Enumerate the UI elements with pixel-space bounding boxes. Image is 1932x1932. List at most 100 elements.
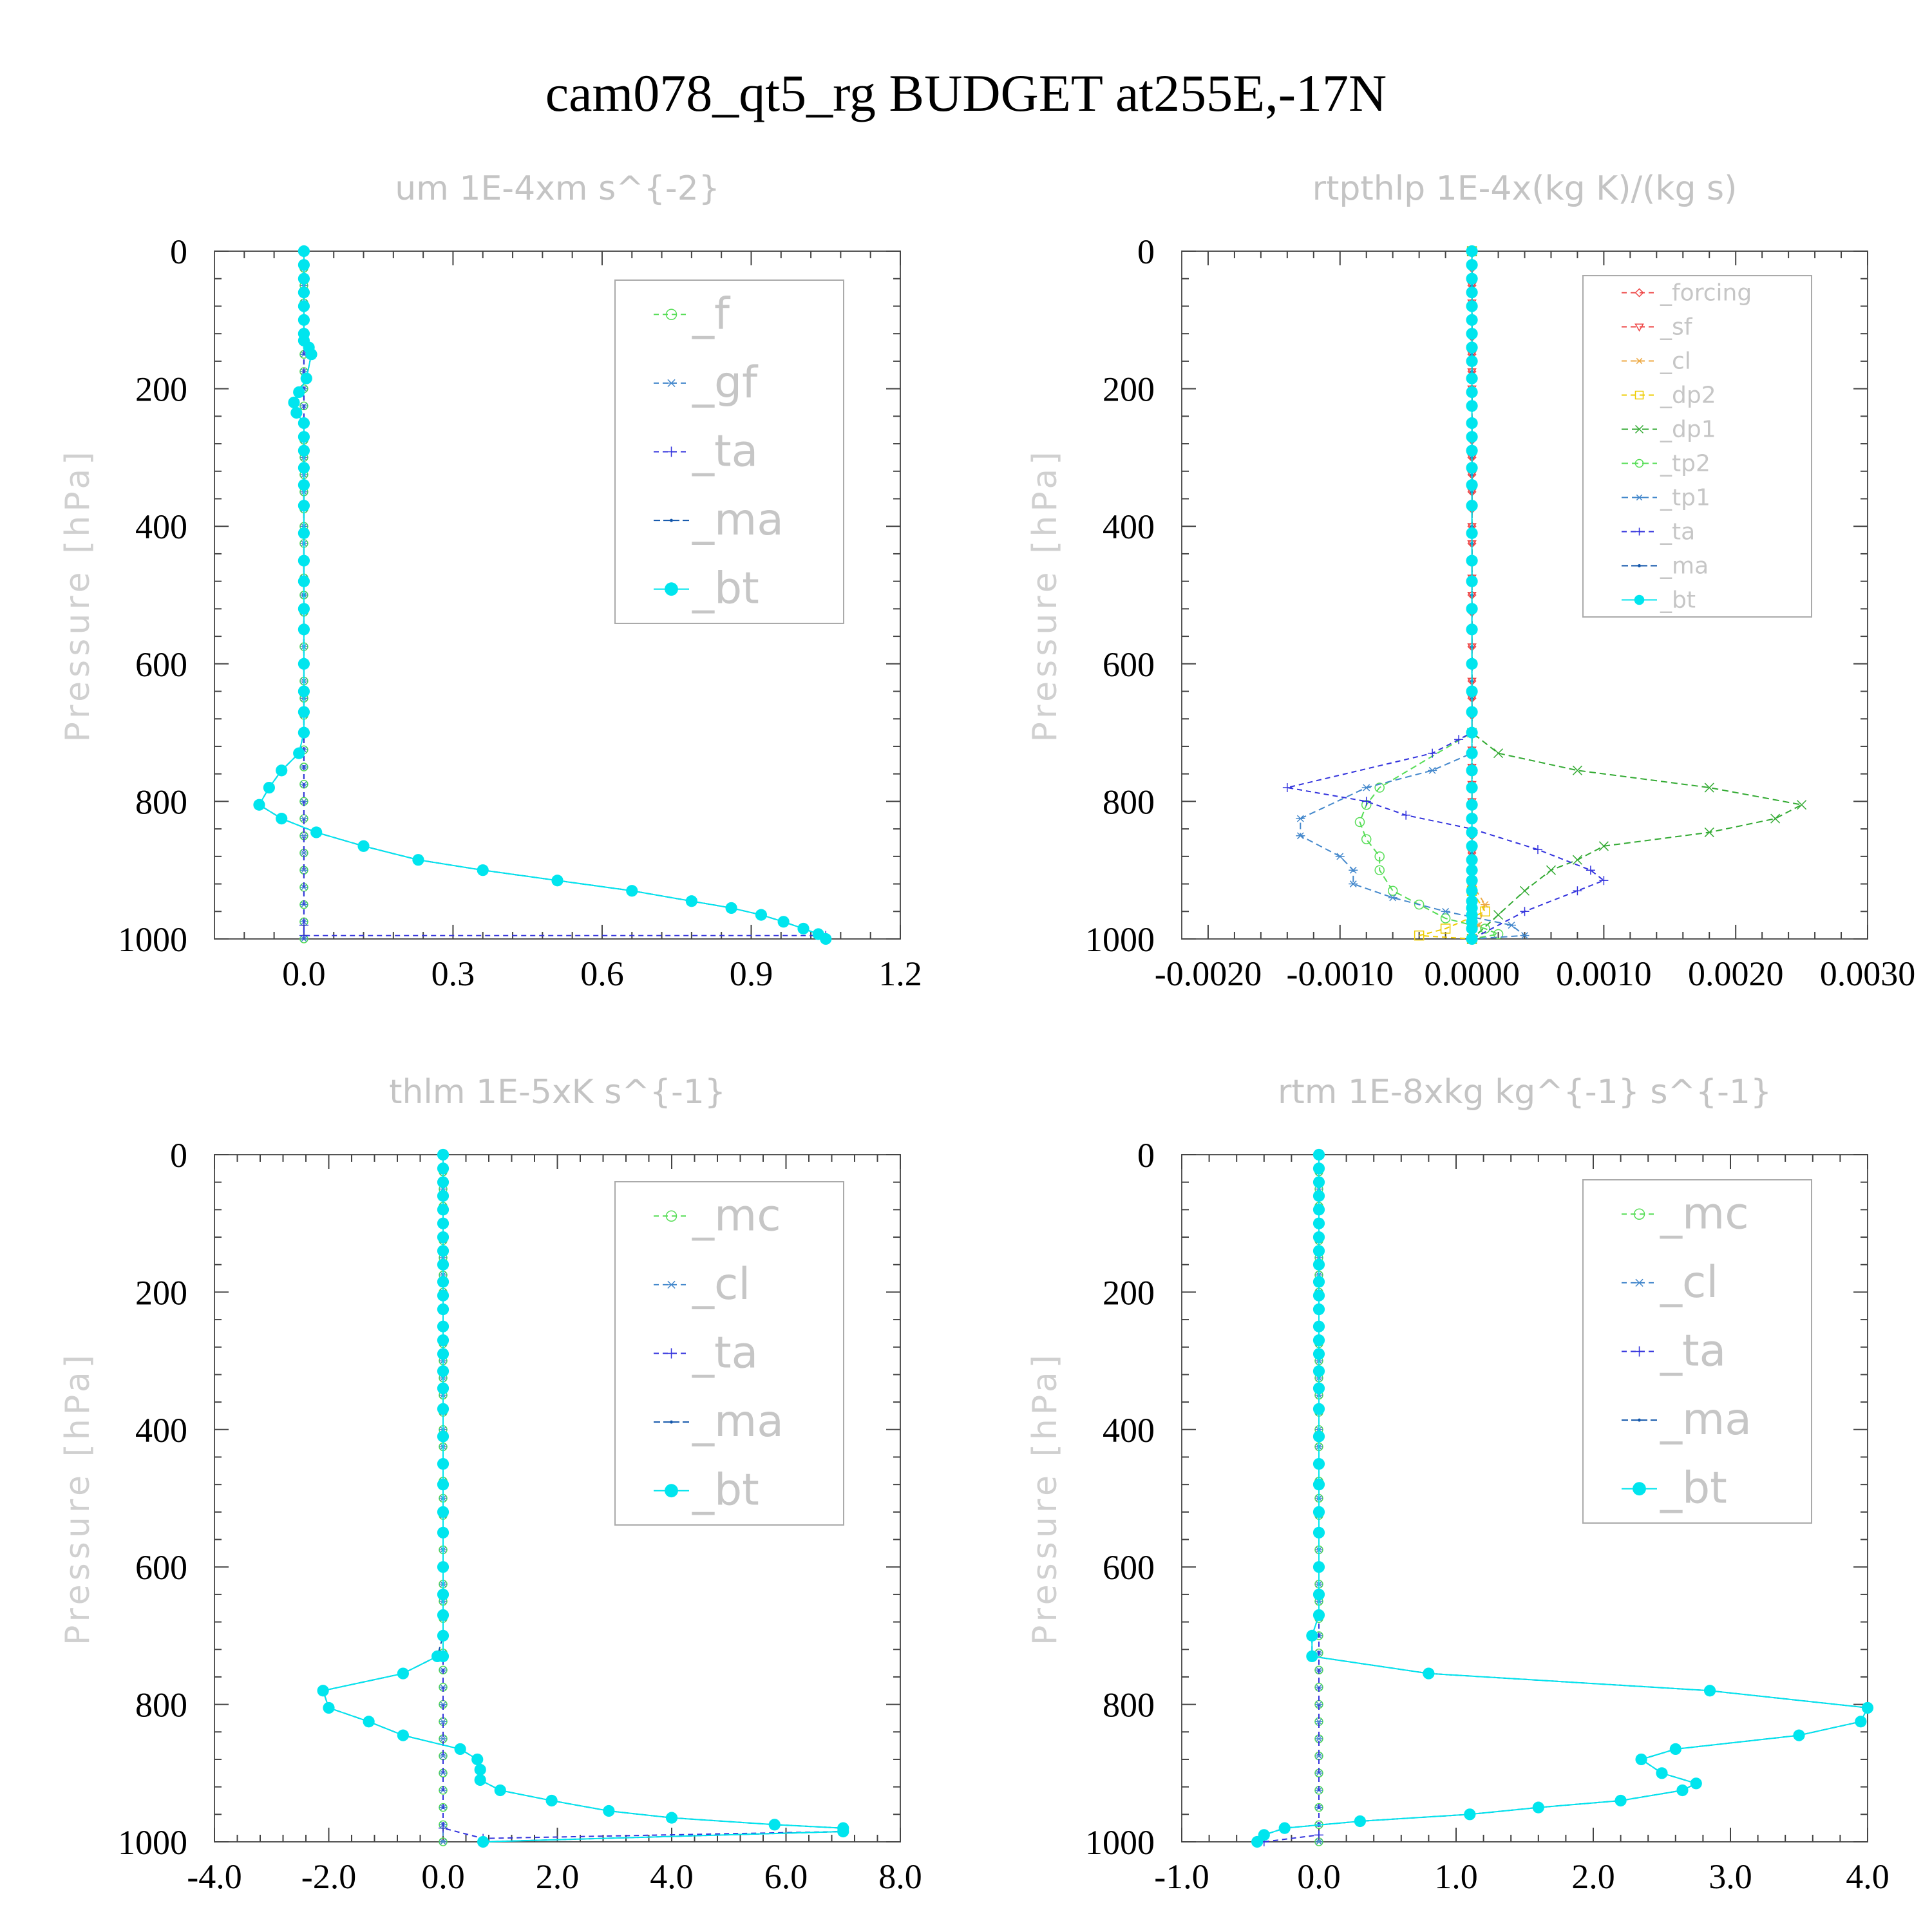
series-bt-marker: [1466, 272, 1478, 285]
legend-ma-marker: [670, 518, 673, 522]
series-gf-marker: [299, 815, 308, 822]
series-dp1-marker: [1572, 765, 1582, 775]
series-bt-marker: [253, 799, 265, 811]
series-bt-marker: [1793, 1729, 1805, 1741]
series-bt-marker: [755, 909, 768, 921]
series-bt-marker: [1466, 726, 1478, 739]
series-ta-marker: [299, 920, 308, 930]
series-bt-marker: [1312, 1609, 1325, 1621]
series-bt-marker: [437, 1526, 450, 1539]
series-bt-marker: [1676, 1784, 1689, 1797]
legend-gf-marker: [666, 379, 677, 388]
series-bt-marker: [1312, 1458, 1325, 1470]
legend-f-marker: [665, 308, 677, 321]
y-tick-label: 800: [1103, 1686, 1155, 1725]
series-bt-marker: [437, 1479, 450, 1491]
legend-label: _ta: [692, 1328, 758, 1379]
series-bt-marker: [1466, 386, 1478, 399]
series-cl-marker: [1315, 1736, 1323, 1742]
series-bt-marker: [1466, 658, 1478, 670]
legend-ta-marker: [666, 1348, 677, 1359]
series-bt-marker: [1703, 1685, 1716, 1697]
series-bt-marker: [1466, 575, 1478, 587]
series-bt-marker: [298, 603, 310, 615]
legend-ma-marker: [670, 1420, 673, 1424]
series-bt-marker: [1466, 840, 1478, 852]
series-bt-marker: [276, 764, 288, 777]
series-bt-marker: [1312, 1245, 1325, 1257]
series-bt-marker: [603, 1804, 615, 1817]
series-bt-marker: [298, 479, 310, 491]
series-bt-marker: [1466, 933, 1478, 945]
series-bt-marker: [1466, 328, 1478, 340]
legend-bt-marker: [1634, 594, 1645, 605]
series-bt-marker: [437, 1162, 450, 1175]
series-bt-marker: [298, 259, 310, 271]
series-bt-marker: [768, 1819, 781, 1831]
series-bt-marker: [293, 747, 305, 759]
series-dp1-marker: [1519, 886, 1530, 896]
series-cl-marker: [439, 1839, 447, 1845]
series-ta-marker: [1599, 876, 1609, 886]
series-cl-marker: [439, 1701, 447, 1708]
series-bt-marker: [1278, 1822, 1291, 1834]
series-cl-marker: [439, 1752, 447, 1759]
y-tick-label: 200: [135, 1273, 187, 1312]
series-bt-marker: [1312, 1382, 1325, 1394]
series-bt-marker: [437, 1217, 450, 1229]
legend-label: _f: [692, 289, 731, 339]
series-bt-marker: [437, 1334, 450, 1347]
series-bt-marker: [437, 1561, 450, 1573]
series-bt-marker: [454, 1743, 466, 1756]
series-bt-marker: [363, 1716, 375, 1728]
legend-ma-marker: [1638, 564, 1641, 567]
y-tick-label: 600: [135, 1548, 187, 1587]
series-gf-marker: [299, 833, 308, 839]
series-bt-marker: [437, 1629, 450, 1642]
legend-label: _mc: [692, 1190, 781, 1241]
series-bt-marker: [431, 1650, 444, 1663]
y-tick-label: 800: [135, 1686, 187, 1725]
series-ta-marker: [1520, 907, 1530, 916]
series-line-bt: [1256, 1155, 1869, 1842]
series-dp2-marker: [1480, 906, 1490, 917]
plot-frame: [1181, 1154, 1868, 1842]
series-bt-marker: [1466, 286, 1478, 299]
series-bt-marker: [437, 1609, 450, 1621]
legend-label: _mc: [1660, 1188, 1749, 1239]
series-cl-marker: [1315, 1701, 1323, 1708]
series-dp1-marker: [1704, 782, 1714, 793]
series-cl-marker: [1315, 1770, 1323, 1777]
series-bt-marker: [298, 706, 310, 718]
series-bt-marker: [1635, 1753, 1647, 1766]
series-bt-marker: [837, 1825, 849, 1838]
series-cl-marker: [1315, 1752, 1323, 1759]
series-bt-marker: [725, 902, 737, 914]
x-tick-label: 2.0: [1571, 1857, 1615, 1896]
legend-label: _bt: [1660, 587, 1696, 614]
series-tp1-marker: [1520, 932, 1530, 940]
series-bt-marker: [1464, 1808, 1476, 1821]
series-bt-marker: [1466, 462, 1478, 474]
legend-label: _ma: [1660, 553, 1709, 580]
legend-bt-marker: [665, 582, 678, 596]
series-bt-marker: [1855, 1716, 1867, 1728]
y-tick-label: 200: [1103, 370, 1155, 409]
series-bt-marker: [626, 885, 638, 897]
series-bt-marker: [1466, 781, 1478, 794]
series-bt-marker: [1312, 1334, 1325, 1347]
legend-tp2-marker: [1634, 459, 1644, 468]
y-tick-label: 0: [170, 1136, 187, 1175]
series-bt-marker: [1466, 527, 1478, 539]
series-dp1-marker: [1572, 855, 1582, 865]
legend-label: _bt: [692, 564, 759, 614]
series-ta-marker: [1428, 748, 1437, 758]
x-tick-label: 0.9: [730, 954, 773, 993]
series-cl-marker: [439, 1736, 447, 1742]
series-bt-marker: [298, 623, 310, 636]
series-bt-marker: [685, 895, 697, 907]
series-bt-marker: [1312, 1148, 1325, 1161]
plot-frame: [214, 251, 901, 940]
series-dp1-marker: [1797, 800, 1807, 810]
